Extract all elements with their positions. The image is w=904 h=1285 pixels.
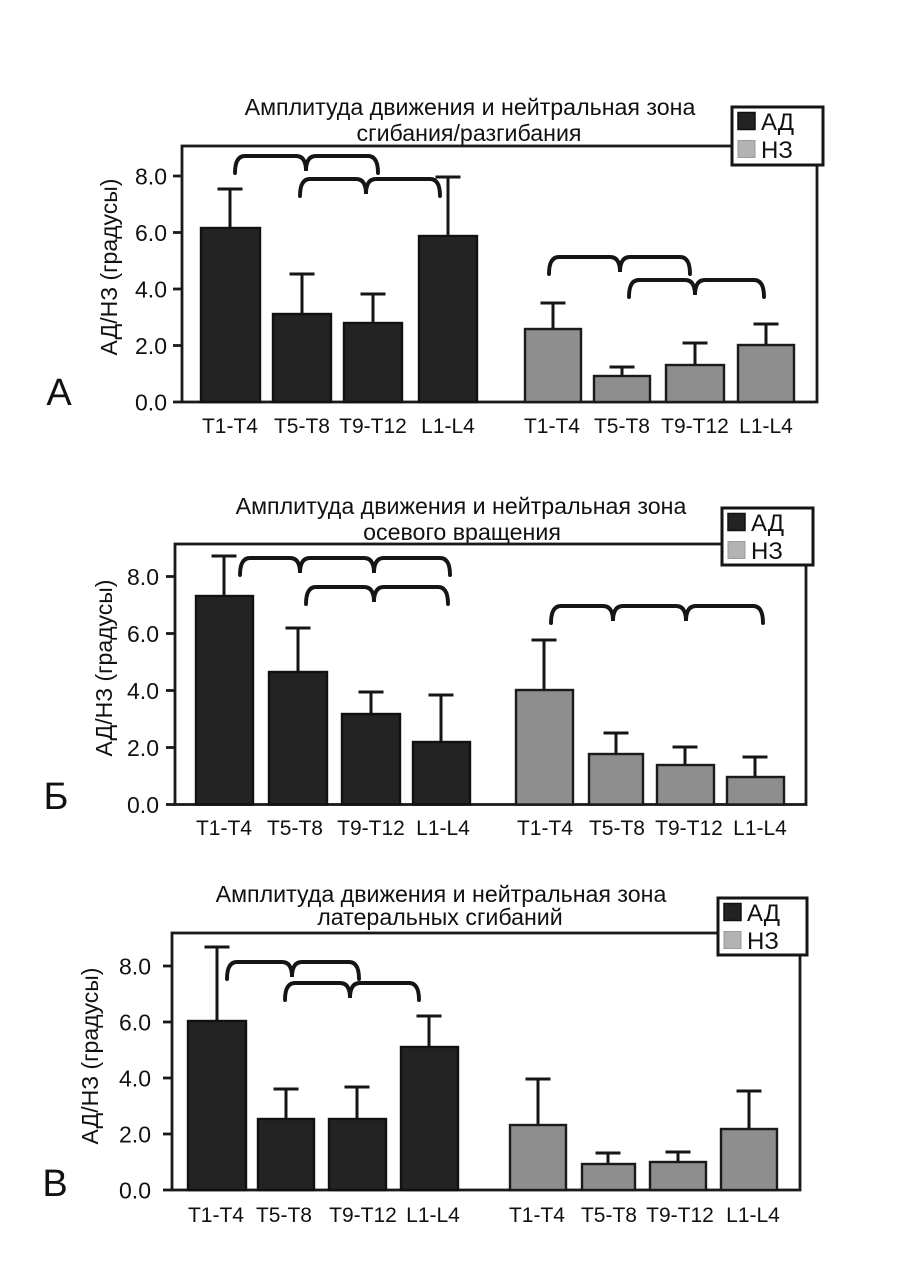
- svg-text:8.0: 8.0: [135, 163, 167, 189]
- svg-text:4.0: 4.0: [127, 678, 159, 704]
- svg-text:осевого вращения: осевого вращения: [363, 519, 561, 545]
- svg-text:Т5-Т8: Т5-Т8: [274, 415, 330, 438]
- svg-text:Т9-Т12: Т9-Т12: [655, 817, 723, 840]
- svg-text:Т9-Т12: Т9-Т12: [329, 1204, 397, 1227]
- svg-text:Т9-Т12: Т9-Т12: [646, 1204, 714, 1227]
- svg-text:Т1-Т4: Т1-Т4: [509, 1204, 565, 1227]
- svg-text:АД: АД: [761, 109, 794, 136]
- svg-text:2.0: 2.0: [119, 1121, 151, 1147]
- svg-text:АД: АД: [747, 900, 780, 927]
- svg-text:латеральных сгибаний: латеральных сгибаний: [317, 904, 562, 930]
- svg-text:А: А: [46, 372, 72, 414]
- svg-text:Т9-Т12: Т9-Т12: [661, 415, 729, 438]
- svg-text:Т5-Т8: Т5-Т8: [589, 817, 645, 840]
- svg-text:АД/НЗ (градусы): АД/НЗ (градусы): [91, 580, 117, 757]
- svg-text:Т1-Т4: Т1-Т4: [517, 817, 573, 840]
- svg-text:4.0: 4.0: [135, 276, 167, 302]
- svg-text:Т1-Т4: Т1-Т4: [196, 817, 252, 840]
- svg-text:L1-L4: L1-L4: [406, 1204, 460, 1227]
- svg-text:Т1-Т4: Т1-Т4: [524, 415, 580, 438]
- svg-text:НЗ: НЗ: [747, 928, 779, 955]
- svg-text:Т9-Т12: Т9-Т12: [337, 817, 405, 840]
- svg-text:Б: Б: [44, 776, 69, 818]
- svg-text:Т1-Т4: Т1-Т4: [202, 415, 258, 438]
- svg-text:сгибания/разгибания: сгибания/разгибания: [357, 120, 582, 146]
- svg-text:0.0: 0.0: [119, 1177, 151, 1203]
- svg-text:L1-L4: L1-L4: [416, 817, 470, 840]
- svg-text:Т5-Т8: Т5-Т8: [267, 817, 323, 840]
- svg-text:6.0: 6.0: [135, 220, 167, 246]
- svg-text:НЗ: НЗ: [761, 137, 793, 164]
- svg-text:8.0: 8.0: [127, 564, 159, 590]
- svg-text:Т5-Т8: Т5-Т8: [581, 1204, 637, 1227]
- svg-text:8.0: 8.0: [119, 953, 151, 979]
- svg-text:АД/НЗ (градусы): АД/НЗ (градусы): [96, 179, 122, 356]
- svg-text:4.0: 4.0: [119, 1065, 151, 1091]
- svg-text:АД: АД: [751, 510, 784, 537]
- svg-text:L1-L4: L1-L4: [726, 1204, 780, 1227]
- svg-text:0.0: 0.0: [135, 389, 167, 415]
- svg-text:АД/НЗ (градусы): АД/НЗ (градусы): [77, 968, 103, 1145]
- svg-text:В: В: [42, 1163, 67, 1205]
- svg-text:Т5-Т8: Т5-Т8: [594, 415, 650, 438]
- svg-text:Т9-Т12: Т9-Т12: [339, 415, 407, 438]
- svg-text:2.0: 2.0: [135, 333, 167, 359]
- svg-text:L1-L4: L1-L4: [421, 415, 475, 438]
- svg-text:6.0: 6.0: [119, 1009, 151, 1035]
- svg-text:0.0: 0.0: [127, 792, 159, 818]
- svg-text:Т5-Т8: Т5-Т8: [256, 1204, 312, 1227]
- svg-text:Амплитуда движения и нейтральн: Амплитуда движения и нейтральная зона: [236, 493, 687, 519]
- svg-text:Амплитуда движения и нейтральн: Амплитуда движения и нейтральная зона: [245, 94, 696, 120]
- svg-text:Т1-Т4: Т1-Т4: [188, 1204, 244, 1227]
- svg-text:L1-L4: L1-L4: [739, 415, 793, 438]
- svg-text:6.0: 6.0: [127, 621, 159, 647]
- svg-text:2.0: 2.0: [127, 735, 159, 761]
- svg-text:L1-L4: L1-L4: [733, 817, 787, 840]
- svg-text:Амплитуда движения и нейтральн: Амплитуда движения и нейтральная зона: [216, 881, 667, 907]
- svg-text:НЗ: НЗ: [751, 538, 783, 565]
